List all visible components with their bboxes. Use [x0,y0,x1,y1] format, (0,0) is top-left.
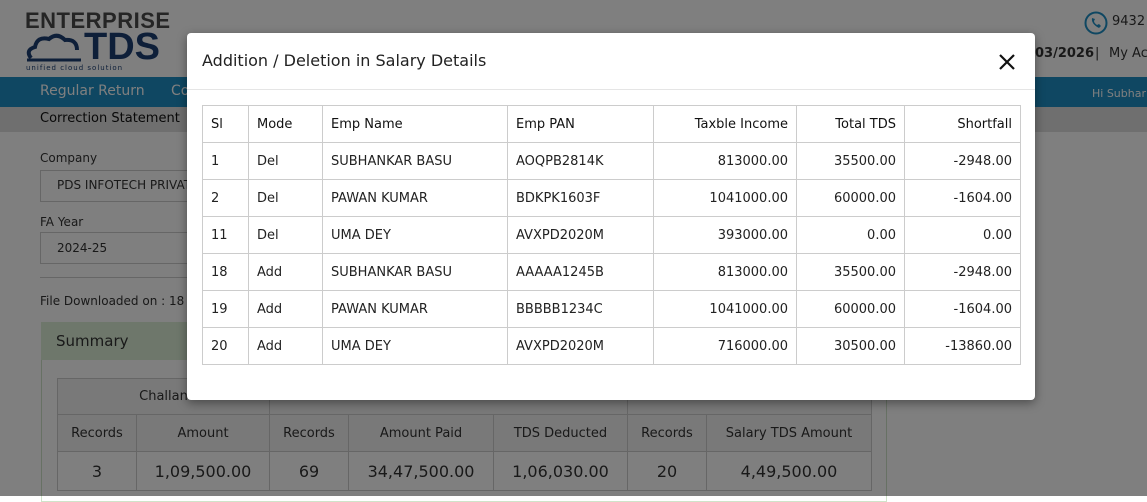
table-cell: 35500.00 [796,142,905,180]
table-cell: 1 [202,142,249,180]
table-cell: AOQPB2814K [507,142,654,180]
modal-title: Addition / Deletion in Salary Details [202,51,487,70]
table-cell: 716000.00 [653,327,797,365]
table-cell: BDKPK1603F [507,179,654,217]
table-cell: 2 [202,179,249,217]
table-cell: AAAAA1245B [507,253,654,291]
table-cell: Del [248,179,323,217]
table-cell: SUBHANKAR BASU [322,142,508,180]
table-cell: -1604.00 [904,290,1021,328]
table-cell: SUBHANKAR BASU [322,253,508,291]
table-cell: Add [248,253,323,291]
table-cell: UMA DEY [322,327,508,365]
modal-divider [187,89,1035,90]
table-cell: Del [248,142,323,180]
table-cell: UMA DEY [322,216,508,254]
column-header: Emp PAN [507,105,654,143]
table-cell: 393000.00 [653,216,797,254]
column-header: Mode [248,105,323,143]
table-cell: AVXPD2020M [507,216,654,254]
table-cell: 60000.00 [796,290,905,328]
table-cell: Add [248,327,323,365]
table-cell: 1041000.00 [653,179,797,217]
table-cell: 60000.00 [796,179,905,217]
column-header: Total TDS [796,105,905,143]
table-cell: 11 [202,216,249,254]
table-cell: PAWAN KUMAR [322,179,508,217]
table-cell: PAWAN KUMAR [322,290,508,328]
column-header: Shortfall [904,105,1021,143]
column-header: Taxble Income [653,105,797,143]
table-cell: 813000.00 [653,253,797,291]
column-header: Emp Name [322,105,508,143]
table-cell: Del [248,216,323,254]
table-cell: -1604.00 [904,179,1021,217]
table-cell: Add [248,290,323,328]
table-cell: 1041000.00 [653,290,797,328]
close-button[interactable] [998,53,1016,71]
table-cell: AVXPD2020M [507,327,654,365]
table-cell: 20 [202,327,249,365]
table-cell: 19 [202,290,249,328]
table-cell: 813000.00 [653,142,797,180]
table-cell: 35500.00 [796,253,905,291]
table-cell: 0.00 [796,216,905,254]
table-cell: -13860.00 [904,327,1021,365]
table-cell: 18 [202,253,249,291]
table-cell: 0.00 [904,216,1021,254]
modal: Addition / Deletion in Salary Details Sl… [187,33,1035,400]
table-cell: BBBBB1234C [507,290,654,328]
column-header: Sl [202,105,249,143]
table-cell: 30500.00 [796,327,905,365]
table-cell: -2948.00 [904,142,1021,180]
table-cell: -2948.00 [904,253,1021,291]
